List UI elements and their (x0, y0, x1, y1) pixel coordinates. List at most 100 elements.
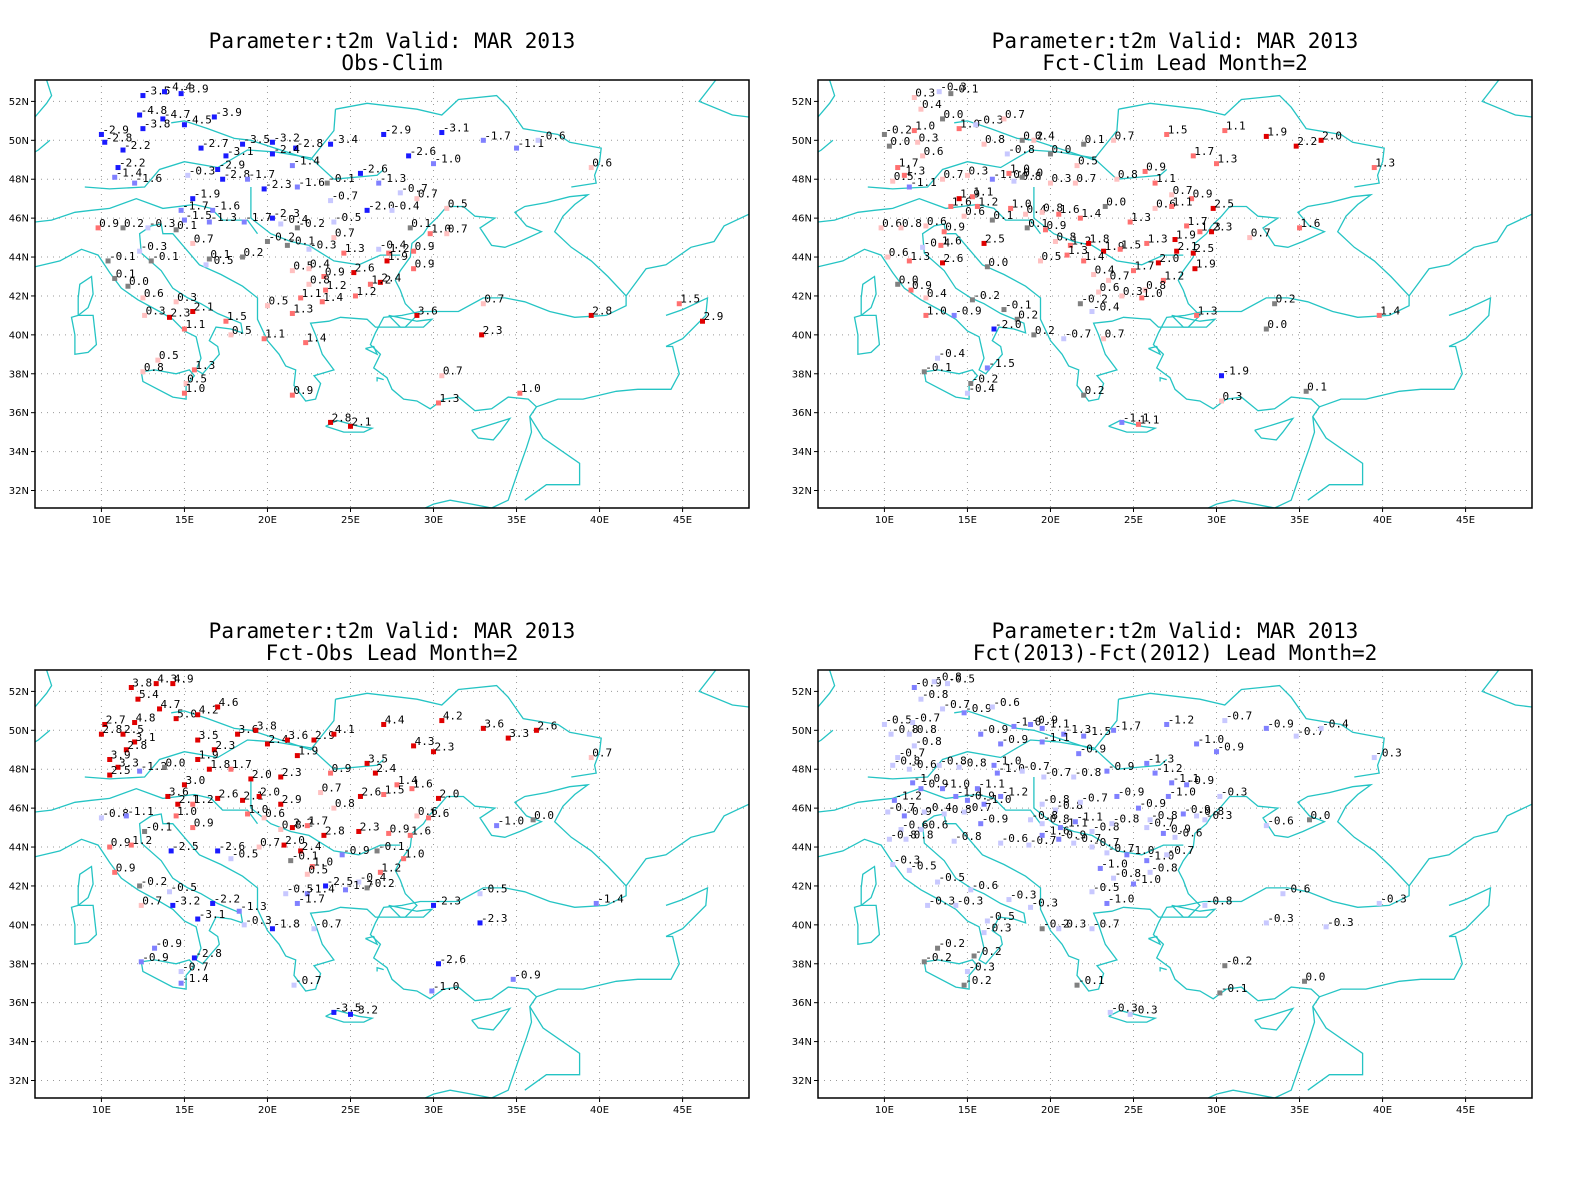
station-marker (676, 301, 682, 307)
station-marker (331, 219, 337, 225)
station-marker (125, 283, 131, 289)
station-marker (974, 786, 980, 792)
station-value: -0.1 (1005, 299, 1031, 312)
station-value: 0.8 (985, 133, 1005, 146)
coastline (70, 314, 98, 356)
y-tick-label: 34N (792, 447, 812, 458)
station-value: -0.8 (960, 756, 987, 769)
coastlines (35, 670, 749, 1098)
station-value: -0.4 (1322, 717, 1349, 730)
station-value: 0.8 (1118, 168, 1138, 181)
x-tick-label: 35E (1290, 515, 1309, 526)
station-value: -0.8 (1043, 793, 1070, 806)
coastline (1408, 803, 1532, 887)
station-marker (331, 235, 337, 241)
station-value: -1.6 (1043, 824, 1070, 837)
station-value: -3.1 (443, 122, 470, 135)
y-tick-label: 52N (9, 97, 29, 108)
coastline (860, 275, 877, 316)
station-marker (157, 706, 163, 712)
station-marker (1194, 741, 1200, 747)
station-marker (989, 704, 995, 710)
station-value: -0.3 (1131, 1003, 1158, 1016)
station-value: 3.6 (418, 304, 438, 317)
station-marker (1052, 807, 1058, 813)
station-marker (1152, 180, 1158, 186)
station-value: -3.2 (351, 1003, 378, 1016)
station-marker (409, 786, 415, 792)
station-value: 3.1 (136, 731, 156, 744)
station-value: 2.6 (361, 785, 381, 798)
station-marker (1104, 900, 1110, 906)
station-value: 1.0 (960, 118, 980, 131)
station-marker (284, 242, 290, 248)
station-marker (431, 902, 437, 908)
station-value: -1.0 (1101, 857, 1128, 870)
panel-title-line1: Parameter:t2m Valid: MAR 2013 (208, 29, 576, 53)
station-value: -0.9 (955, 304, 982, 317)
coastline (84, 739, 385, 780)
station-marker (1302, 978, 1308, 984)
station-value: -0.3 (894, 854, 921, 867)
station-value: -1.7 (249, 168, 276, 181)
station-value: -1.9 (1222, 365, 1249, 378)
station-marker (890, 862, 896, 868)
station-marker (112, 174, 118, 180)
station-marker (998, 741, 1004, 747)
station-value: 0.7 (448, 223, 468, 236)
station-value: -0.6 (539, 129, 566, 142)
station-value: -0.5 (287, 883, 314, 896)
station-value: -0.5 (1093, 881, 1120, 894)
station-marker (1111, 137, 1117, 143)
station-marker (911, 685, 917, 691)
station-marker (1147, 869, 1153, 875)
station-value: -3.2 (273, 131, 300, 144)
station-value: -0.1 (292, 850, 319, 863)
y-tick-label: 40N (9, 920, 29, 931)
station-marker (1081, 392, 1087, 398)
coastline (471, 1007, 512, 1031)
station-value: -1.0 (435, 153, 462, 166)
station-marker (294, 900, 300, 906)
station-marker (293, 145, 299, 151)
station-marker (1376, 900, 1382, 906)
station-value: 1.9 (1176, 229, 1196, 242)
x-tick-label: 10E (92, 1105, 111, 1116)
coastline (35, 729, 51, 743)
station-value: 1.9 (960, 188, 980, 201)
x-tick-label: 35E (507, 1105, 526, 1116)
map-frame (817, 79, 1533, 509)
station-marker (191, 367, 197, 373)
station-value: -2.8 (297, 137, 324, 150)
station-value: -0.5 (481, 883, 508, 896)
y-tick-label: 36N (9, 998, 29, 1009)
station-marker (374, 848, 380, 854)
coastline (35, 139, 51, 153)
station-marker (1263, 920, 1269, 926)
station-value: -0.7 (1023, 760, 1050, 773)
station-marker (895, 755, 901, 761)
station-value: -2.8 (224, 168, 251, 181)
station-value: -0.8 (935, 671, 962, 684)
station-marker (1019, 137, 1025, 143)
station-value: 0.1 (116, 267, 136, 280)
station-value: 0.4 (1035, 129, 1055, 142)
station-marker (304, 871, 310, 877)
station-value: 1.3 (195, 359, 215, 372)
station-value: 0.0 (1310, 809, 1330, 822)
station-marker (386, 830, 392, 836)
station-marker (112, 869, 118, 875)
station-marker (1306, 817, 1312, 823)
station-value: 0.1 (210, 248, 230, 261)
station-value: -0.4 (925, 801, 952, 814)
map-frame (34, 79, 750, 509)
station-marker (895, 165, 901, 171)
station-value: -1.4 (182, 972, 209, 985)
station-marker (1038, 258, 1044, 264)
station-marker (981, 141, 987, 147)
station-value: 0.4 (922, 98, 942, 111)
station-marker (324, 180, 330, 186)
station-marker (890, 178, 896, 184)
station-value: -1.9 (194, 188, 221, 201)
station-marker (181, 326, 187, 332)
